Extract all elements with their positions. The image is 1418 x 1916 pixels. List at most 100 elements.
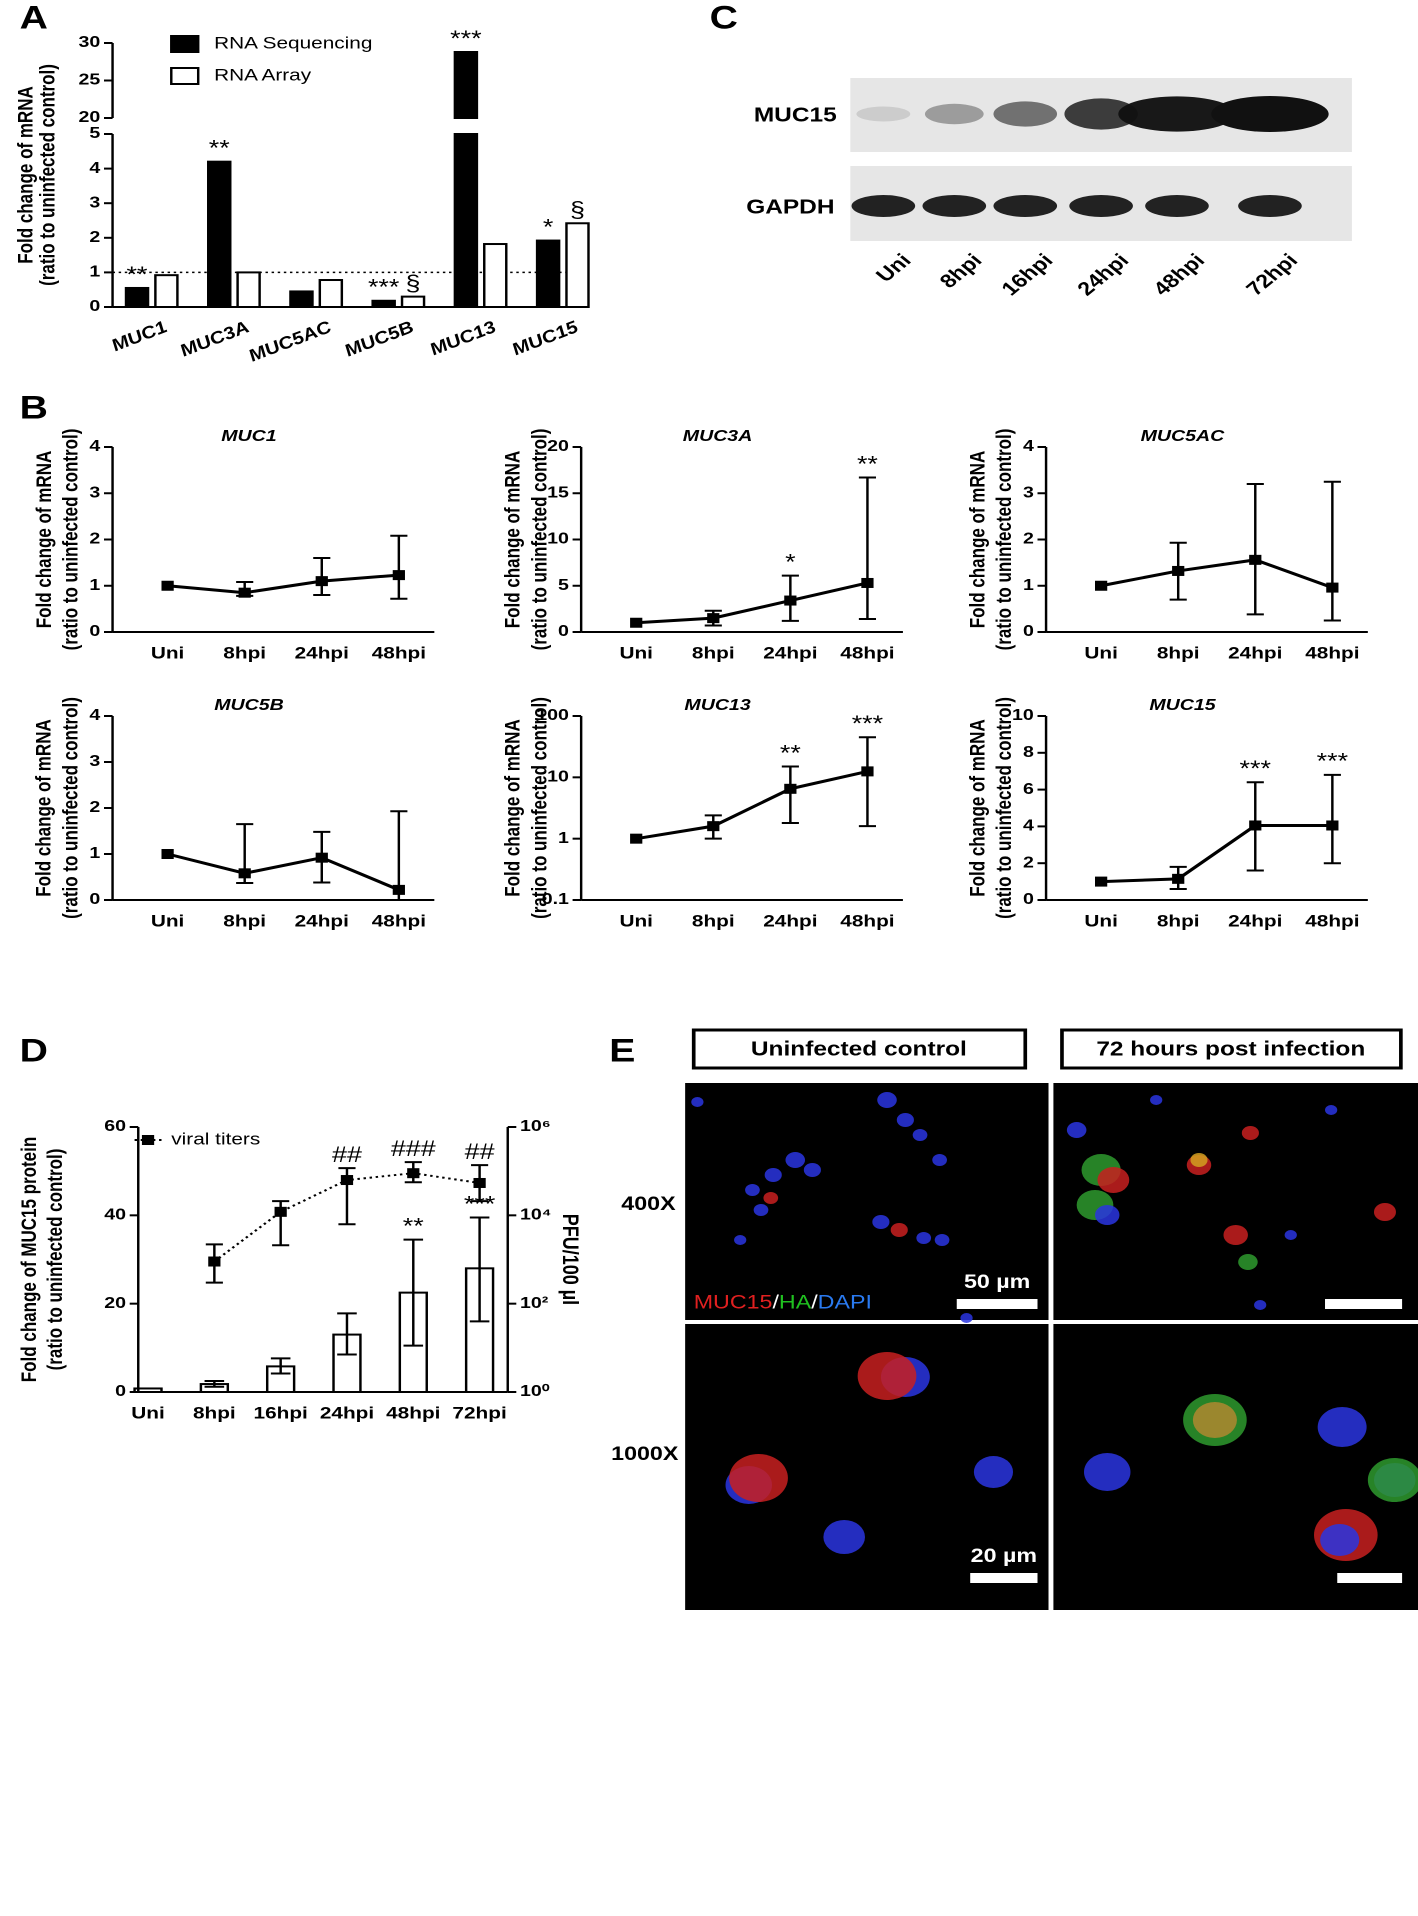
marker (861, 766, 874, 777)
blot-band (993, 101, 1058, 127)
x-tick-label: 24hpi (763, 912, 817, 931)
y-tick-label: 1 (89, 262, 100, 280)
x-tick-label: 16hpi (254, 1404, 308, 1423)
cell (1241, 1126, 1259, 1140)
chart-title: MUC3A (683, 427, 753, 445)
y-tick-label: 2 (1023, 853, 1034, 871)
significance-label: * (785, 551, 796, 575)
scale-bar (1337, 1573, 1403, 1583)
significance-label: ** (403, 1215, 424, 1239)
y-tick-label: 0 (558, 622, 569, 640)
cell (872, 1215, 890, 1229)
error-bar (858, 476, 877, 621)
y-tick-label: 3 (89, 483, 100, 501)
y-axis-label: (ratio to uninfected control) (529, 697, 552, 919)
y-tick-label: 20 (104, 1294, 126, 1312)
y-tick-label: 60 (104, 1117, 126, 1135)
bar (483, 243, 508, 308)
x-tick-label: 48hpi (840, 644, 894, 663)
significance-label: *** (852, 712, 884, 736)
y-axis-label: (ratio to uninfected control) (44, 1149, 67, 1371)
x-tick-label: 48hpi (1305, 912, 1359, 931)
cell (1320, 1524, 1360, 1556)
lane-label: 48hpi (1149, 250, 1210, 300)
cell (1066, 1122, 1087, 1138)
scale-bar (1325, 1299, 1403, 1309)
marker (473, 1177, 486, 1188)
error-bar (1323, 480, 1341, 622)
y-tick-label: 20 (547, 437, 569, 455)
blot-band (1211, 96, 1329, 132)
lane-label: 8hpi (935, 250, 987, 292)
cell (729, 1454, 788, 1502)
cell (763, 1192, 779, 1204)
x-tick-label: 24hpi (763, 644, 817, 663)
y-tick-label: 100 (536, 706, 569, 724)
cell (1150, 1095, 1163, 1105)
y-tick-label: 3 (1023, 483, 1034, 501)
panel-label: D (20, 1033, 48, 1069)
x-tick-label: Uni (131, 1404, 164, 1423)
lane-label: 72hpi (1242, 250, 1303, 300)
y-tick-label: 20 (79, 108, 101, 126)
marker (861, 577, 874, 588)
error-bar (858, 736, 877, 828)
x-tick-label: MUC1 (108, 318, 171, 355)
cell (1317, 1407, 1367, 1447)
cell (803, 1163, 821, 1177)
y-tick-label: 3 (89, 193, 100, 211)
error-bar (204, 1379, 225, 1388)
x-tick-label: 24hpi (1228, 644, 1282, 663)
bar (207, 160, 232, 308)
y-tick-label: 5 (558, 576, 569, 594)
cell (912, 1129, 928, 1141)
row-label: 1000X (611, 1444, 678, 1465)
y-axis-label: Fold change of MUC15 protein (19, 1137, 42, 1382)
y2-tick-label: 10² (520, 1294, 548, 1312)
y-tick-label: 5 (89, 124, 100, 142)
significance-label: * (543, 216, 554, 240)
error-bar (781, 765, 799, 825)
significance-label: § (406, 272, 421, 296)
y-tick-label: 15 (547, 483, 569, 501)
marker (1172, 565, 1185, 576)
y-tick-label: 2 (89, 798, 100, 816)
y-axis-label: (ratio to uninfected control) (529, 429, 552, 651)
cell (973, 1456, 1014, 1488)
marker (392, 884, 405, 895)
y-tick-label: 4 (89, 706, 100, 724)
marker (392, 570, 405, 581)
blot-band (922, 195, 987, 217)
y-tick-label: 0 (1023, 622, 1034, 640)
blot-band (1118, 96, 1236, 132)
x-tick-label: 48hpi (372, 644, 426, 663)
marker (161, 849, 174, 859)
x-tick-label: 72hpi (452, 1404, 506, 1423)
scale-bar-label: 50 µm (964, 1272, 1030, 1293)
lane-label: Uni (872, 250, 916, 286)
panel-label: B (20, 390, 48, 426)
x-tick-label: 48hpi (386, 1404, 440, 1423)
cell (1284, 1230, 1297, 1240)
error-bar (390, 534, 408, 600)
marker (315, 852, 328, 863)
y-tick-label: 1 (1023, 576, 1034, 594)
x-tick-label: 24hpi (1228, 912, 1282, 931)
bar (453, 51, 479, 308)
bar (535, 239, 561, 308)
y-tick-label: 6 (1023, 780, 1034, 798)
marker (1249, 820, 1262, 831)
error-bar (337, 1312, 357, 1356)
x-tick-label: 8hpi (1157, 644, 1200, 663)
cell (691, 1097, 704, 1107)
y-tick-label: 0 (115, 1382, 126, 1400)
y-axis-label: (ratio to uninfected control) (994, 697, 1017, 919)
y-tick-label: 0 (89, 890, 100, 908)
cell (823, 1520, 865, 1554)
cell (934, 1234, 950, 1246)
legend-marker (141, 1135, 155, 1145)
y-tick-label: 1 (89, 576, 100, 594)
x-tick-label: MUC3A (177, 318, 254, 361)
bar (565, 222, 590, 309)
